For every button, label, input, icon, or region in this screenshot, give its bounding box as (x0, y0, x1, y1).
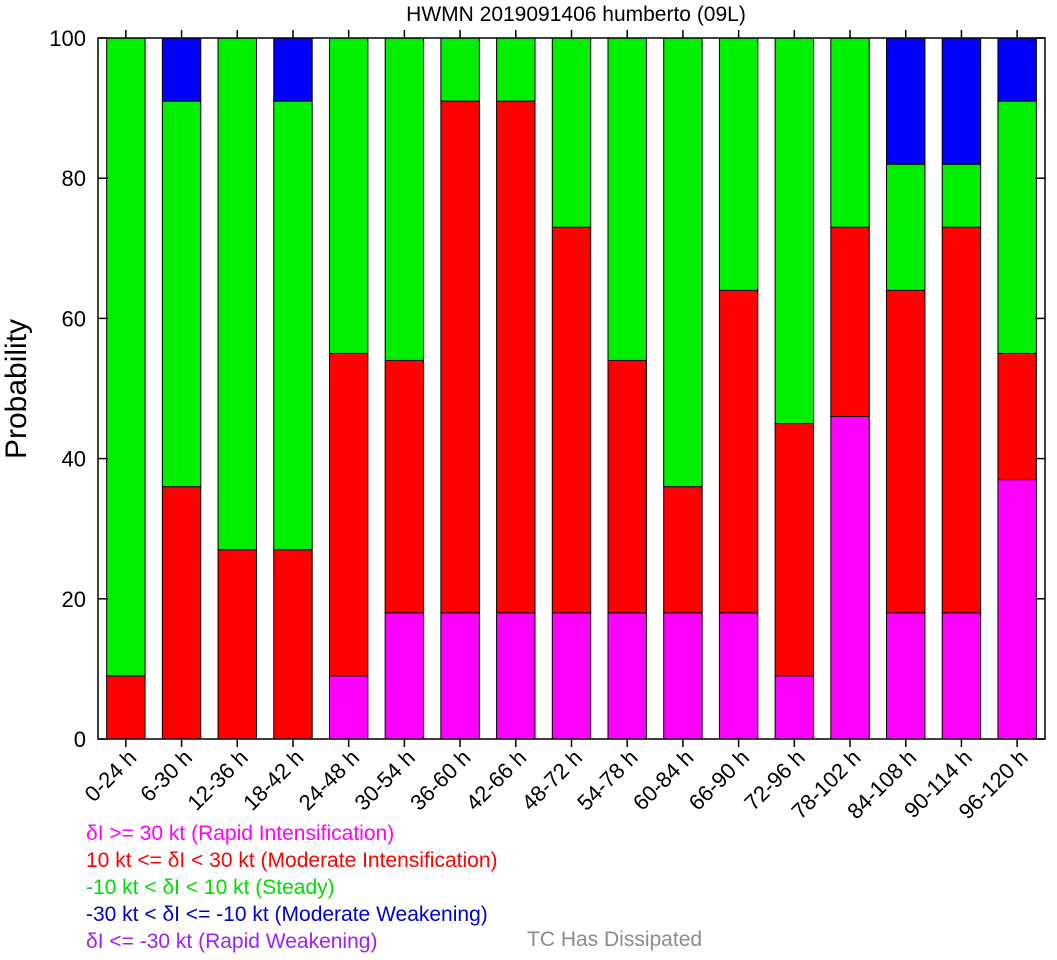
x-tick-label-6: 36-60 h (405, 745, 475, 815)
bar-72-96h-rapid-intensification (774, 675, 815, 740)
x-tick-label-4: 24-48 h (294, 745, 364, 815)
bar-48-72h-steady (551, 37, 592, 228)
bar-60-84h-moderate-intensification (663, 486, 703, 614)
y-tick-label-80: 80 (62, 166, 86, 191)
bar-24-48h-rapid-intensification (328, 675, 369, 740)
bar-42-66h-rapid-intensification (496, 612, 536, 740)
bar-90-114h-rapid-intensification (941, 612, 982, 740)
bar-18-42h-moderate-intensification (273, 549, 313, 740)
bar-96-120h-steady (997, 100, 1037, 354)
bar-12-36h-moderate-intensification (217, 549, 257, 740)
bar-96-120h-moderate-intensification (997, 352, 1037, 481)
legend-item-steady: -10 kt < δI < 10 kt (Steady) (86, 876, 335, 899)
y-axis-ticks: 0 20 40 60 80 100 (49, 26, 1045, 752)
x-tick-label-5: 30-54 h (349, 745, 419, 815)
bar-30-54h-steady (384, 37, 425, 361)
bar-0-24h-steady (106, 37, 146, 677)
bar-84-108h-moderate-weakening (886, 37, 926, 165)
chart-title: HWMN 2019091406 humberto (09L) (406, 3, 746, 26)
y-tick-label-60: 60 (62, 306, 86, 331)
x-tick-label-10: 60-84 h (628, 745, 698, 815)
x-tick-label-8: 48-72 h (517, 745, 587, 815)
bar-36-60h-rapid-intensification (440, 612, 480, 740)
legend-item-moderate-intensification: 10 kt <= δI < 30 kt (Moderate Intensific… (86, 849, 498, 872)
bar-78-102h-rapid-intensification (830, 416, 870, 740)
x-tick-label-11: 66-90 h (684, 745, 754, 815)
bar-60-84h-steady (663, 37, 703, 488)
bar-36-60h-steady (440, 37, 480, 102)
y-tick-label-100: 100 (49, 26, 86, 51)
bar-84-108h-rapid-intensification (886, 612, 926, 740)
bar-48-72h-rapid-intensification (551, 612, 592, 740)
bar-54-78h-moderate-intensification (607, 359, 647, 614)
bar-30-54h-moderate-intensification (384, 359, 425, 614)
bar-36-60h-moderate-intensification (440, 100, 480, 614)
bar-12-36h-steady (217, 37, 257, 551)
x-tick-label-9: 54-78 h (572, 745, 642, 815)
bar-18-42h-moderate-weakening (273, 37, 313, 102)
bar-90-114h-steady (941, 163, 982, 228)
legend-item-rapid-weakening: δI <= -30 kt (Rapid Weakening) (86, 930, 378, 953)
bar-96-120h-moderate-weakening (997, 37, 1037, 102)
bar-24-48h-steady (328, 37, 369, 354)
bar-42-66h-steady (496, 37, 536, 102)
legend-item-rapid-intensification: δI >= 30 kt (Rapid Intensification) (86, 822, 395, 845)
bar-90-114h-moderate-intensification (941, 226, 982, 614)
bar-54-78h-steady (607, 37, 647, 361)
x-tick-label-0: 0-24 h (80, 745, 142, 807)
x-tick-label-2: 12-36 h (182, 745, 252, 815)
y-tick-label-0: 0 (74, 727, 86, 752)
y-axis-label: Probability (0, 319, 33, 459)
bar-72-96h-steady (774, 37, 815, 425)
bar-30-54h-rapid-intensification (384, 612, 425, 740)
bar-84-108h-moderate-intensification (886, 289, 926, 614)
bar-6-30h-moderate-weakening (161, 37, 202, 102)
y-tick-label-20: 20 (62, 587, 86, 612)
x-tick-label-3: 18-42 h (238, 745, 308, 815)
bars-group (106, 37, 1037, 740)
bar-18-42h-steady (273, 100, 313, 551)
bar-78-102h-moderate-intensification (830, 226, 870, 418)
bar-96-120h-rapid-intensification (997, 479, 1037, 740)
bar-90-114h-moderate-weakening (941, 37, 982, 165)
bar-0-24h-moderate-intensification (106, 675, 146, 740)
bar-66-90h-steady (718, 37, 759, 291)
legend-item-moderate-weakening: -30 kt < δI <= -10 kt (Moderate Weakenin… (86, 903, 488, 926)
bar-6-30h-steady (161, 100, 202, 488)
x-tick-label-7: 42-66 h (461, 745, 531, 815)
legend-dissipated-note: TC Has Dissipated (527, 928, 703, 951)
bar-6-30h-moderate-intensification (161, 486, 202, 740)
bar-78-102h-steady (830, 37, 870, 228)
bar-42-66h-moderate-intensification (496, 100, 536, 614)
y-tick-label-40: 40 (62, 447, 86, 472)
bar-54-78h-rapid-intensification (607, 612, 647, 740)
bar-48-72h-moderate-intensification (551, 226, 592, 614)
bar-60-84h-rapid-intensification (663, 612, 703, 740)
bar-72-96h-moderate-intensification (774, 423, 815, 677)
bar-84-108h-steady (886, 163, 926, 291)
bar-66-90h-rapid-intensification (718, 612, 759, 740)
bar-24-48h-moderate-intensification (328, 352, 369, 677)
legend: δI >= 30 kt (Rapid Intensification) 10 k… (86, 820, 498, 955)
bar-66-90h-moderate-intensification (718, 289, 759, 614)
stacked-bar-chart: HWMN 2019091406 humberto (09L) Probabili… (0, 3, 1046, 820)
